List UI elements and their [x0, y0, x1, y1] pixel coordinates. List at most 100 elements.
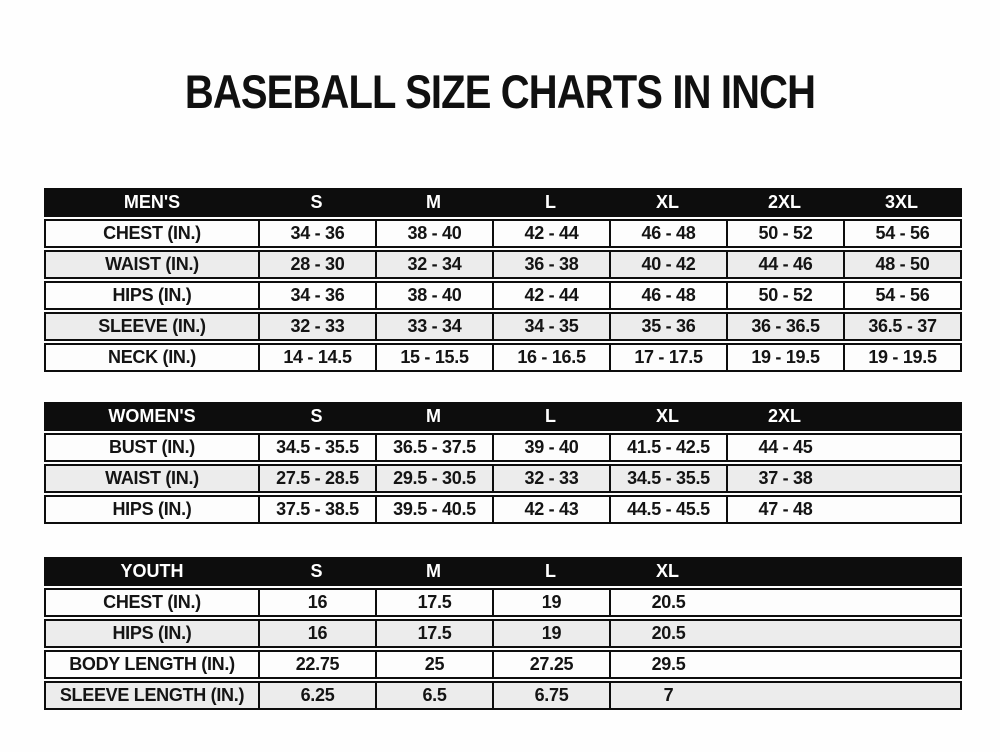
column-header: M: [426, 406, 441, 426]
size-value-cell: 34 - 35: [492, 314, 609, 339]
table-row: WAIST (IN.) 28 - 30 32 - 34 36 - 38 40 - 42 4…: [44, 250, 962, 279]
size-value-cell: 34.5 - 35.5: [258, 435, 375, 460]
table-row: HIPS (IN.) 16 17.5 19 20.5: [44, 619, 962, 648]
size-value-cell: 27.25: [492, 652, 609, 677]
column-header: 2XL: [767, 192, 801, 212]
size-value-cell: 35 - 36: [609, 314, 726, 339]
size-value-cell: 17.5: [375, 590, 492, 615]
column-header: L: [545, 406, 556, 426]
table-row: HIPS (IN.) 37.5 - 38.5 39.5 - 40.5 42 - 43 4…: [44, 495, 962, 524]
size-value-cell: 33 - 34: [375, 314, 492, 339]
size-value-cell: 34 - 36: [258, 221, 375, 246]
table-header-row: WOMEN'S S M L XL 2XL: [44, 402, 962, 431]
size-value-cell: 6.25: [258, 683, 375, 708]
size-value-cell: 34 - 36: [258, 283, 375, 308]
table-row: HIPS (IN.) 34 - 36 38 - 40 42 - 44 46 - 48 50…: [44, 281, 962, 310]
size-value-cell: 16 - 16.5: [492, 345, 609, 370]
size-value-cell: 39 - 40: [492, 435, 609, 460]
table-row: BODY LENGTH (IN.) 22.75 25 27.25 29.5: [44, 650, 962, 679]
size-value-cell: 29.5 - 30.5: [375, 466, 492, 491]
row-label: HIPS (IN.): [112, 499, 192, 519]
mens-size-table: MEN'S S M L XL 2XL 3XL CHEST (IN.) 34 - 36 38 - 4…: [44, 188, 962, 372]
table-row: SLEEVE LENGTH (IN.) 6.25 6.5 6.75 7: [44, 681, 962, 710]
table-row: WAIST (IN.) 27.5 - 28.5 29.5 - 30.5 32 - 33…: [44, 464, 962, 493]
column-header: S: [310, 561, 323, 581]
row-label: SLEEVE (IN.): [98, 316, 206, 336]
size-value-cell: 20.5: [609, 590, 726, 615]
row-label: CHEST (IN.): [103, 592, 201, 612]
size-value-cell: 22.75: [258, 652, 375, 677]
size-value-cell: 38 - 40: [375, 221, 492, 246]
size-value-cell: 47 - 48: [726, 497, 843, 522]
column-header: XL: [655, 406, 679, 426]
size-value-cell: 44 - 46: [726, 252, 843, 277]
size-value-cell: 46 - 48: [609, 221, 726, 246]
size-value-cell: 44 - 45: [726, 435, 843, 460]
column-header: XL: [655, 192, 679, 212]
size-value-cell: 50 - 52: [726, 221, 843, 246]
size-value-cell: 6.75: [492, 683, 609, 708]
row-label: BODY LENGTH (IN.): [69, 654, 235, 674]
size-value-cell: 42 - 44: [492, 283, 609, 308]
size-value-cell: 41.5 - 42.5: [609, 435, 726, 460]
size-value-cell: 36 - 38: [492, 252, 609, 277]
table-header-row: YOUTH S M L XL: [44, 557, 962, 586]
row-label: NECK (IN.): [108, 347, 196, 367]
row-label: SLEEVE LENGTH (IN.): [59, 685, 245, 705]
size-value-cell: 54 - 56: [843, 283, 960, 308]
column-header: S: [310, 192, 323, 212]
table-group-label: MEN'S: [123, 192, 181, 212]
size-value-cell: 16: [258, 590, 375, 615]
size-value-cell: 14 - 14.5: [258, 345, 375, 370]
table-row: NECK (IN.) 14 - 14.5 15 - 15.5 16 - 16.5 17 …: [44, 343, 962, 372]
page-title: BASEBALL SIZE CHARTS IN INCH: [184, 65, 816, 118]
size-value-cell: 19 - 19.5: [843, 345, 960, 370]
size-value-cell: 48 - 50: [843, 252, 960, 277]
table-row: BUST (IN.) 34.5 - 35.5 36.5 - 37.5 39 - 40 4…: [44, 433, 962, 462]
size-value-cell: 17 - 17.5: [609, 345, 726, 370]
table-row: SLEEVE (IN.) 32 - 33 33 - 34 34 - 35 35 - 36…: [44, 312, 962, 341]
size-value-cell: 54 - 56: [843, 221, 960, 246]
table-header-row: MEN'S S M L XL 2XL 3XL: [44, 188, 962, 217]
row-label: BUST (IN.): [109, 437, 195, 457]
size-value-cell: 44.5 - 45.5: [609, 497, 726, 522]
tables-container: MEN'S S M L XL 2XL 3XL CHEST (IN.) 34 - 36 38 - 4…: [44, 188, 962, 738]
size-value-cell: 17.5: [375, 621, 492, 646]
row-label: WAIST (IN.): [105, 254, 199, 274]
size-value-cell: 42 - 43: [492, 497, 609, 522]
size-value-cell: 25: [375, 652, 492, 677]
size-value-cell: 50 - 52: [726, 283, 843, 308]
column-header: L: [545, 561, 556, 581]
size-value-cell: 19: [492, 590, 609, 615]
size-value-cell: 36.5 - 37: [843, 314, 960, 339]
size-value-cell: 20.5: [609, 621, 726, 646]
size-value-cell: 29.5: [609, 652, 726, 677]
row-label: HIPS (IN.): [112, 285, 192, 305]
table-row: CHEST (IN.) 16 17.5 19 20.5: [44, 588, 962, 617]
size-value-cell: 19: [492, 621, 609, 646]
womens-size-table: WOMEN'S S M L XL 2XL BUST (IN.) 34.5 - 35.5 36.5…: [44, 402, 962, 524]
size-value-cell: 7: [609, 683, 726, 708]
size-value-cell: 32 - 34: [375, 252, 492, 277]
table-row: CHEST (IN.) 34 - 36 38 - 40 42 - 44 46 - 48 5…: [44, 219, 962, 248]
size-value-cell: 37.5 - 38.5: [258, 497, 375, 522]
table-group-label: YOUTH: [120, 561, 184, 581]
size-value-cell: 37 - 38: [726, 466, 843, 491]
column-header: XL: [655, 561, 679, 581]
row-label: WAIST (IN.): [105, 468, 199, 488]
column-header: M: [426, 192, 441, 212]
column-header: 3XL: [884, 192, 918, 212]
column-header: L: [545, 192, 556, 212]
size-value-cell: 28 - 30: [258, 252, 375, 277]
row-label: HIPS (IN.): [112, 623, 192, 643]
size-value-cell: 27.5 - 28.5: [258, 466, 375, 491]
size-value-cell: 39.5 - 40.5: [375, 497, 492, 522]
size-value-cell: 34.5 - 35.5: [609, 466, 726, 491]
size-value-cell: 40 - 42: [609, 252, 726, 277]
size-value-cell: 15 - 15.5: [375, 345, 492, 370]
table-group-label: WOMEN'S: [108, 406, 196, 426]
row-label: CHEST (IN.): [103, 223, 201, 243]
column-header: M: [426, 561, 441, 581]
column-header: 2XL: [767, 406, 801, 426]
